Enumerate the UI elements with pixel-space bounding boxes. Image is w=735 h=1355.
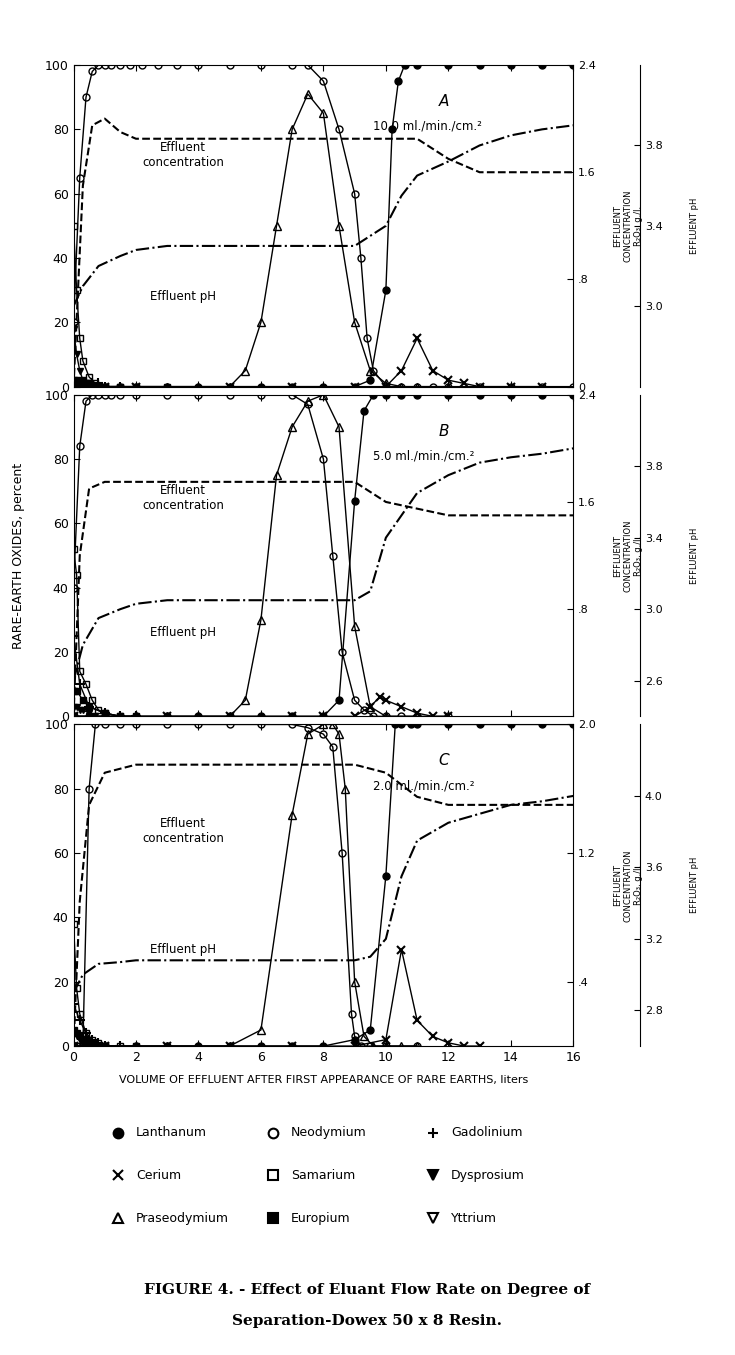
Text: Effluent pH: Effluent pH <box>150 943 216 957</box>
Text: Effluent pH: Effluent pH <box>150 290 216 304</box>
Text: FIGURE 4. - Effect of Eluant Flow Rate on Degree of: FIGURE 4. - Effect of Eluant Flow Rate o… <box>145 1283 590 1297</box>
Text: Yttrium: Yttrium <box>451 1211 497 1225</box>
Text: A: A <box>438 93 449 108</box>
Text: Samarium: Samarium <box>291 1169 355 1182</box>
Text: C: C <box>438 753 449 768</box>
Text: EFFLUENT
CONCENTRATION
R₂O₃, g./l.: EFFLUENT CONCENTRATION R₂O₃, g./l. <box>614 850 643 921</box>
Text: 5.0 ml./min./cm.²: 5.0 ml./min./cm.² <box>373 450 475 462</box>
Text: Neodymium: Neodymium <box>291 1126 367 1140</box>
Text: EFFLUENT
CONCENTRATION
R₂O₃, g./l.: EFFLUENT CONCENTRATION R₂O₃, g./l. <box>614 190 643 262</box>
Text: 2.0 ml./min./cm.²: 2.0 ml./min./cm.² <box>373 779 475 793</box>
Text: Cerium: Cerium <box>136 1169 181 1182</box>
Text: EFFLUENT pH: EFFLUENT pH <box>690 198 699 253</box>
Text: VOLUME OF EFFLUENT AFTER FIRST APPEARANCE OF RARE EARTHS, liters: VOLUME OF EFFLUENT AFTER FIRST APPEARANC… <box>119 1075 528 1084</box>
Text: RARE-EARTH OXIDES, percent: RARE-EARTH OXIDES, percent <box>12 462 25 649</box>
Text: Effluent
concentration: Effluent concentration <box>142 484 223 512</box>
Text: Separation-Dowex 50 x 8 Resin.: Separation-Dowex 50 x 8 Resin. <box>232 1314 503 1328</box>
Text: B: B <box>438 424 449 439</box>
Text: EFFLUENT pH: EFFLUENT pH <box>690 858 699 913</box>
Text: Effluent
concentration: Effluent concentration <box>142 141 223 169</box>
Text: Effluent
concentration: Effluent concentration <box>142 817 223 844</box>
Text: EFFLUENT pH: EFFLUENT pH <box>690 527 699 584</box>
Text: 10.0 ml./min./cm.²: 10.0 ml./min./cm.² <box>373 119 482 133</box>
Text: EFFLUENT
CONCENTRATION
R₂O₃, g./l.: EFFLUENT CONCENTRATION R₂O₃, g./l. <box>614 519 643 592</box>
Text: Praseodymium: Praseodymium <box>136 1211 229 1225</box>
Text: Gadolinium: Gadolinium <box>451 1126 523 1140</box>
Text: Dysprosium: Dysprosium <box>451 1169 525 1182</box>
Text: Lanthanum: Lanthanum <box>136 1126 207 1140</box>
Text: Effluent pH: Effluent pH <box>150 626 216 640</box>
Text: Europium: Europium <box>291 1211 351 1225</box>
